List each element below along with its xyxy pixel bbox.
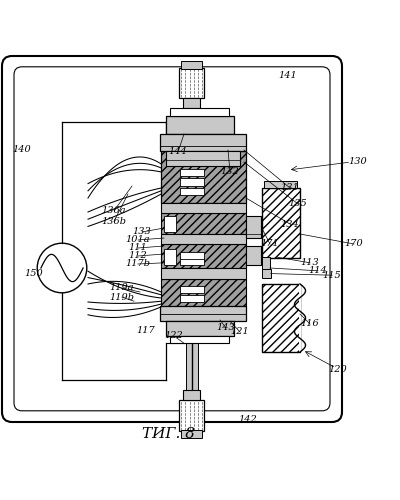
Text: 119b: 119b bbox=[110, 292, 134, 302]
Bar bbox=[262, 188, 300, 258]
Text: 142: 142 bbox=[239, 416, 257, 424]
Text: 144: 144 bbox=[169, 148, 187, 156]
Bar bbox=[246, 216, 261, 238]
Text: 171: 171 bbox=[261, 240, 279, 248]
Bar bbox=[264, 181, 297, 188]
Text: 120: 120 bbox=[329, 366, 347, 374]
Bar bbox=[246, 246, 261, 265]
Bar bbox=[180, 258, 204, 265]
Text: 122: 122 bbox=[165, 332, 183, 340]
Bar bbox=[160, 306, 246, 321]
Text: 116: 116 bbox=[301, 320, 319, 328]
Text: 121: 121 bbox=[231, 328, 249, 336]
Bar bbox=[161, 279, 246, 306]
Text: 134: 134 bbox=[281, 220, 299, 228]
Text: 136b: 136b bbox=[102, 216, 126, 226]
Bar bbox=[180, 286, 204, 293]
Bar bbox=[160, 134, 246, 151]
Bar bbox=[299, 284, 301, 352]
Text: 117b: 117b bbox=[126, 260, 150, 268]
FancyBboxPatch shape bbox=[14, 67, 330, 411]
Bar bbox=[166, 116, 234, 134]
Bar bbox=[183, 390, 200, 400]
Bar bbox=[166, 151, 240, 166]
Text: 136a: 136a bbox=[102, 206, 126, 216]
Bar bbox=[181, 430, 202, 438]
Bar bbox=[180, 188, 204, 195]
Text: 112: 112 bbox=[129, 252, 147, 260]
Text: 140: 140 bbox=[13, 146, 31, 154]
Bar bbox=[161, 244, 246, 268]
Bar bbox=[161, 151, 246, 203]
Text: ΤИГ. 8: ΤИГ. 8 bbox=[142, 427, 194, 441]
Text: 143: 143 bbox=[217, 324, 235, 332]
Bar bbox=[183, 98, 200, 108]
Text: 130: 130 bbox=[349, 158, 367, 166]
Text: 119a: 119a bbox=[110, 284, 134, 292]
Text: 132: 132 bbox=[221, 168, 239, 176]
Text: 170: 170 bbox=[345, 240, 363, 248]
Bar bbox=[170, 108, 229, 116]
Bar bbox=[179, 400, 204, 431]
Bar bbox=[262, 284, 300, 352]
FancyBboxPatch shape bbox=[2, 56, 342, 422]
Text: 114: 114 bbox=[309, 266, 327, 276]
Text: 133: 133 bbox=[133, 228, 151, 236]
Bar bbox=[166, 321, 234, 336]
Bar bbox=[186, 108, 198, 390]
Text: 111: 111 bbox=[129, 244, 147, 252]
Text: 135: 135 bbox=[289, 200, 307, 208]
Bar bbox=[170, 336, 229, 343]
Text: 113: 113 bbox=[301, 258, 319, 268]
Bar bbox=[164, 249, 176, 265]
Text: 101a: 101a bbox=[126, 236, 150, 244]
Bar bbox=[180, 295, 204, 302]
Bar bbox=[161, 234, 246, 244]
Text: 150: 150 bbox=[25, 270, 43, 278]
Bar bbox=[181, 61, 202, 69]
Bar bbox=[180, 252, 204, 259]
Bar bbox=[161, 213, 246, 234]
Bar bbox=[164, 216, 176, 232]
Bar bbox=[161, 268, 246, 279]
Bar bbox=[180, 169, 204, 176]
Text: 115: 115 bbox=[323, 270, 341, 280]
Bar bbox=[180, 178, 204, 186]
Bar bbox=[262, 269, 271, 278]
Text: 141: 141 bbox=[279, 72, 297, 80]
Text: 117: 117 bbox=[137, 326, 155, 336]
Bar bbox=[161, 203, 246, 213]
Bar bbox=[262, 257, 270, 269]
Bar bbox=[179, 68, 204, 98]
Text: 131: 131 bbox=[281, 184, 299, 192]
